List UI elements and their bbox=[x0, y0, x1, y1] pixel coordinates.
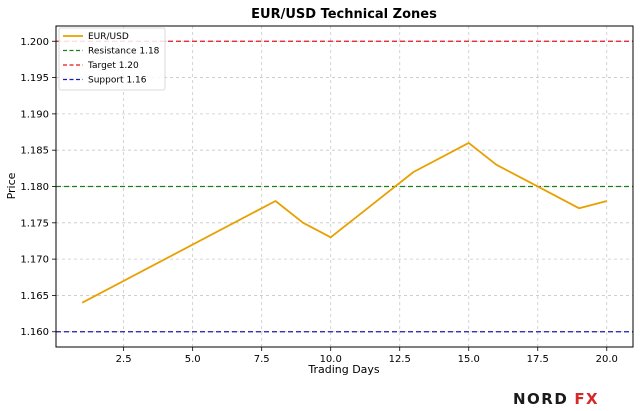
chart-title: EUR/USD Technical Zones bbox=[251, 7, 437, 22]
x-axis-ticks: 2.5 5.0 7.5 10.0 12.5 15.0 17.5 20.0 bbox=[116, 347, 618, 365]
logo-text-fx: FX bbox=[574, 390, 599, 408]
x-tick-label-5: 15.0 bbox=[458, 354, 480, 365]
y-tick-label-0: 1.160 bbox=[20, 327, 49, 338]
y-tick-label-3: 1.175 bbox=[20, 218, 49, 229]
logo-text-nord: NORD bbox=[513, 390, 568, 408]
x-tick-label-0: 2.5 bbox=[116, 354, 132, 365]
legend-box bbox=[58, 27, 166, 91]
y-tick-label-8: 1.200 bbox=[20, 37, 49, 48]
x-tick-label-7: 20.0 bbox=[596, 354, 618, 365]
nordfx-logo: NORD FX bbox=[513, 390, 599, 408]
x-tick-label-4: 12.5 bbox=[389, 354, 411, 365]
y-tick-label-2: 1.170 bbox=[20, 255, 49, 266]
legend-label-target-1-20: Target 1.20 bbox=[87, 61, 139, 71]
legend: EUR/USD Resistance 1.18 Target 1.20 Support… bbox=[58, 27, 166, 91]
x-tick-label-3: 10.0 bbox=[320, 354, 342, 365]
y-axis-ticks: 1.160 1.165 1.170 1.175 1.180 1.185 1.190 1.195… bbox=[20, 37, 56, 338]
y-tick-label-7: 1.195 bbox=[20, 73, 49, 84]
y-tick-label-6: 1.190 bbox=[20, 109, 49, 120]
x-tick-label-1: 5.0 bbox=[185, 354, 201, 365]
legend-label-eur-usd: EUR/USD bbox=[88, 32, 129, 42]
series-line-eur-usd bbox=[81, 141, 608, 304]
y-axis-label: Price bbox=[5, 172, 18, 199]
y-tick-label-4: 1.180 bbox=[20, 182, 49, 193]
x-axis-label: Trading Days bbox=[307, 363, 380, 376]
legend-label-resistance-1-18: Resistance 1.18 bbox=[88, 47, 160, 57]
series-layer bbox=[81, 141, 608, 304]
x-tick-label-2: 7.5 bbox=[254, 354, 270, 365]
y-tick-label-1: 1.165 bbox=[20, 291, 49, 302]
x-tick-label-6: 17.5 bbox=[527, 354, 549, 365]
legend-label-support-1-16: Support 1.16 bbox=[88, 76, 147, 86]
y-tick-label-5: 1.185 bbox=[20, 146, 49, 157]
